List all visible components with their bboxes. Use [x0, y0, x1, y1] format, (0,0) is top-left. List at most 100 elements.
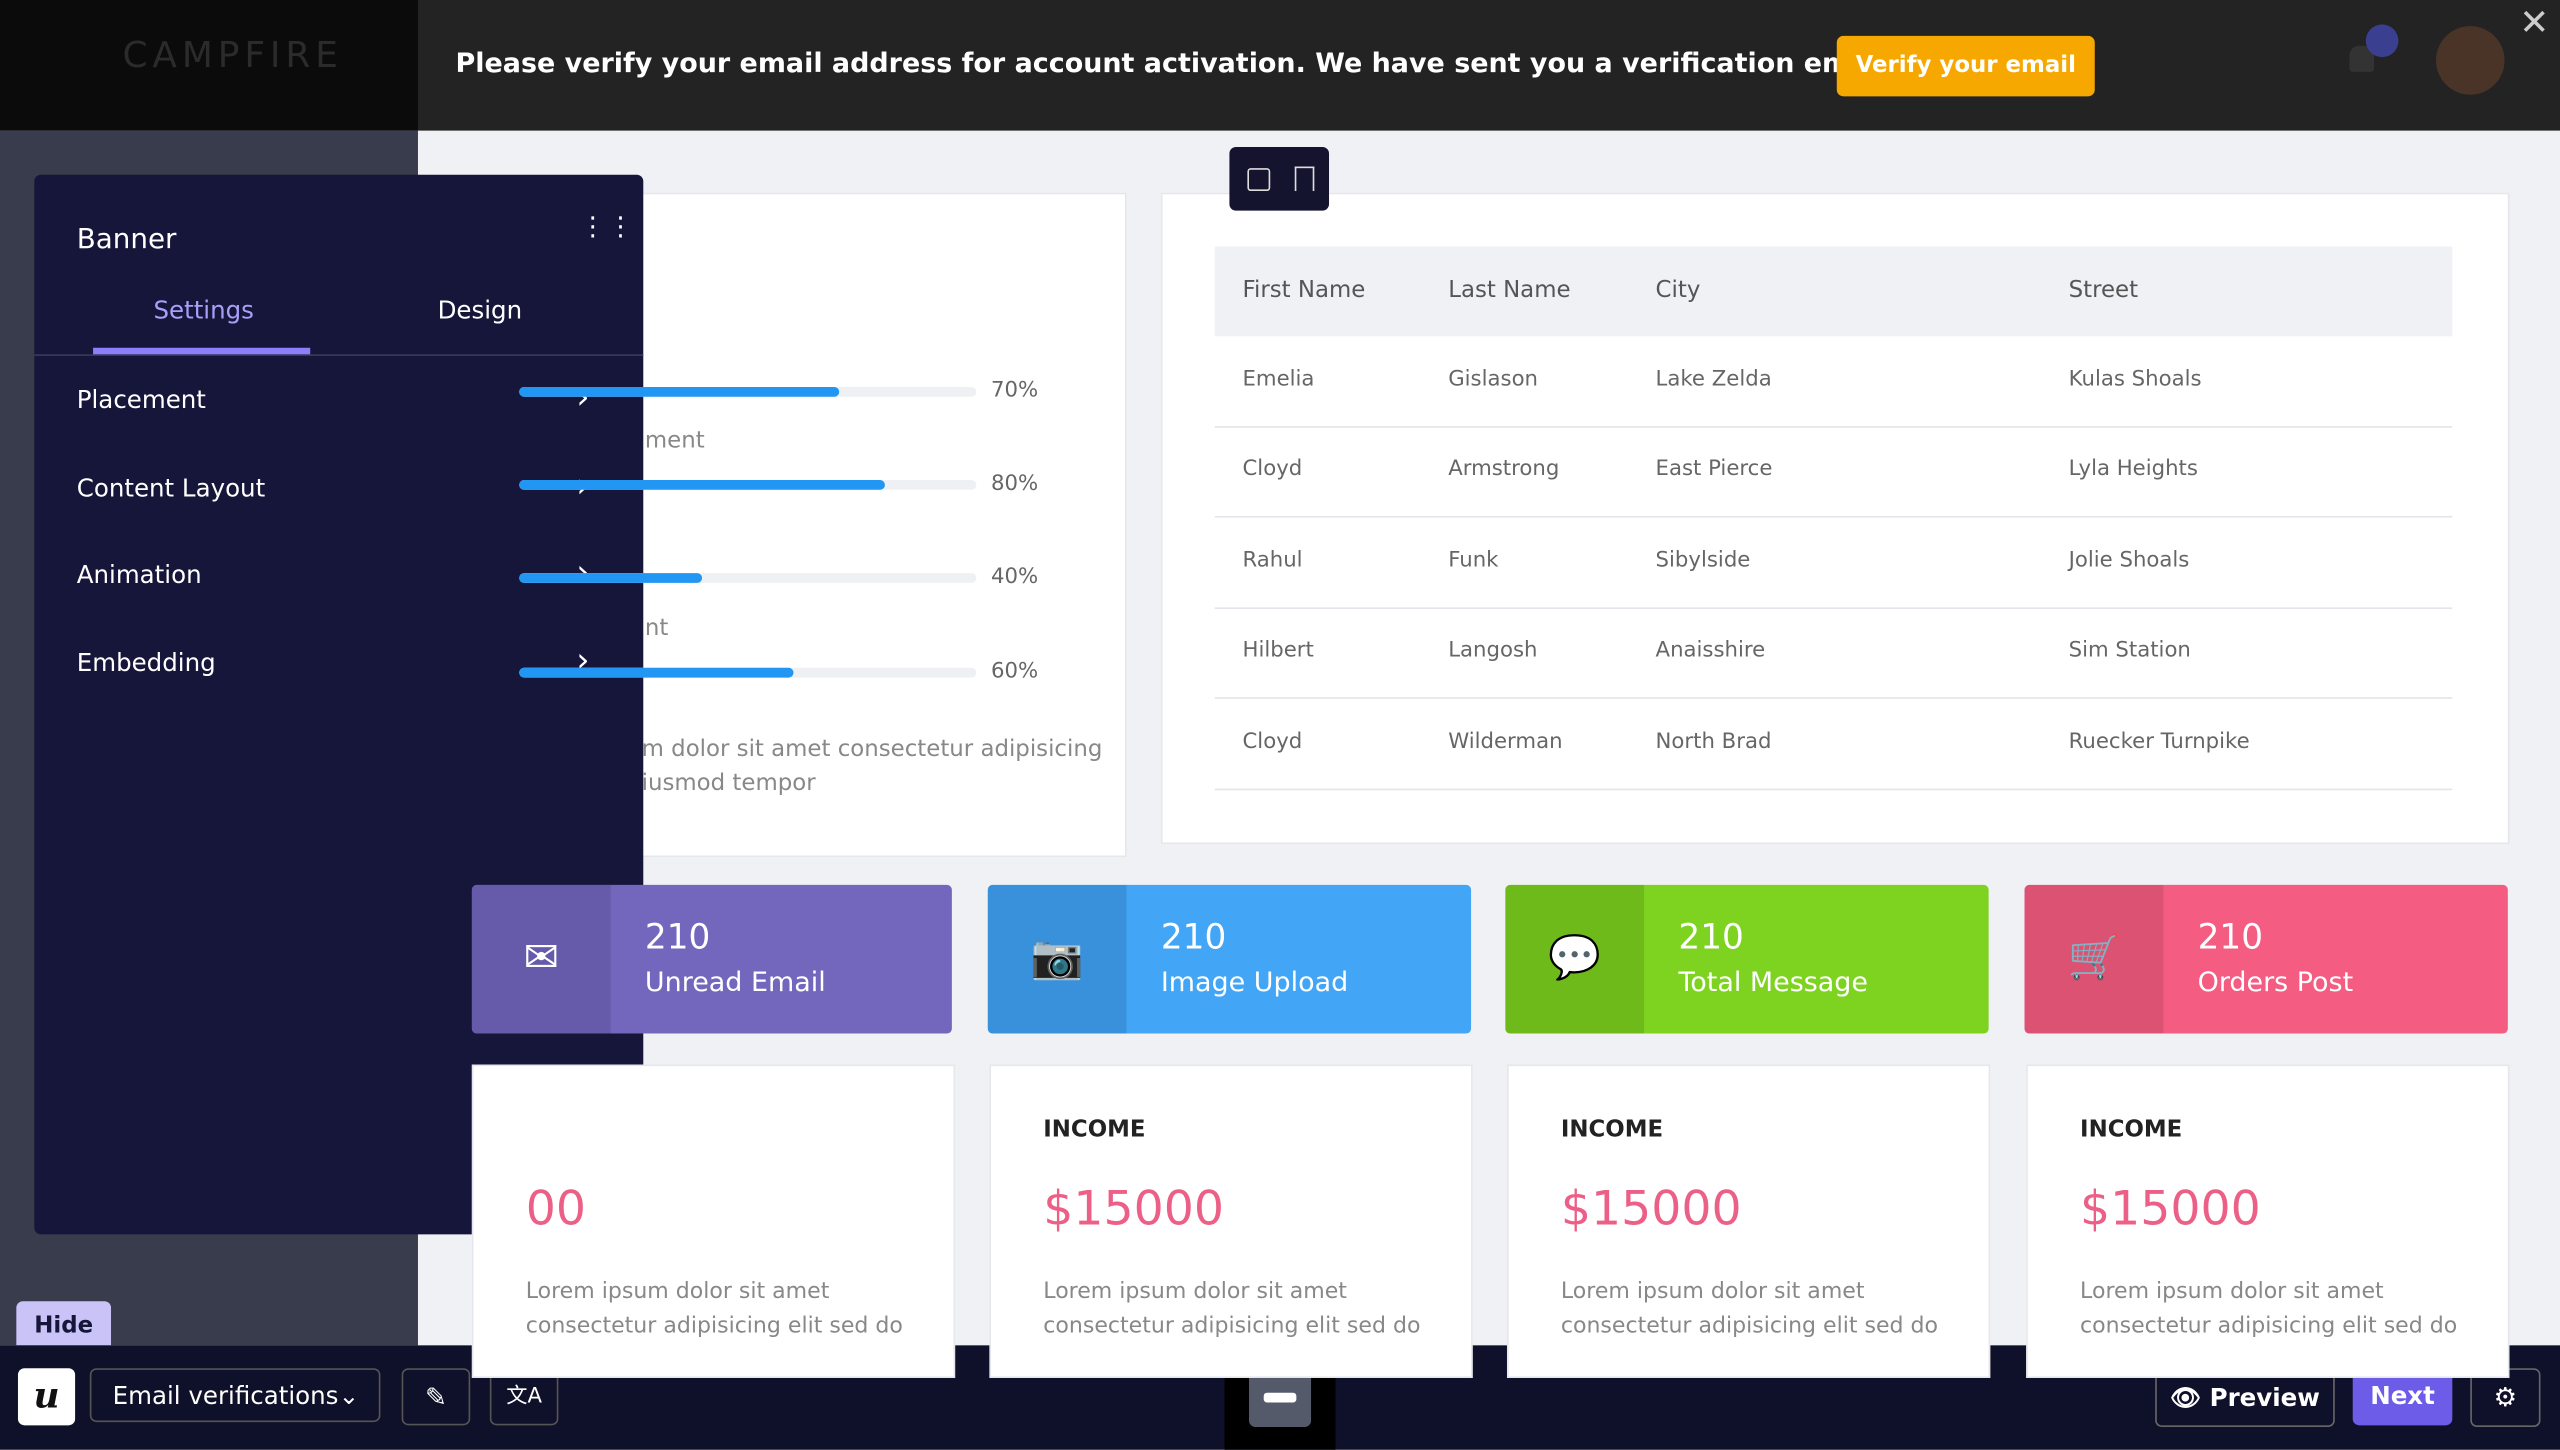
stat-label: Image Upload	[1160, 966, 1349, 998]
table-cell: Jolie Shoals	[2068, 548, 2190, 573]
column-header: First Name	[1242, 277, 1366, 304]
menu-item[interactable]: Animation	[76, 560, 202, 590]
row-divider	[1214, 516, 2453, 519]
income-text: consectetur adipisicing elit sed do	[525, 1312, 903, 1339]
menu-item[interactable]: Content Layout	[76, 472, 266, 503]
table-cell: Funk	[1448, 548, 1499, 573]
table-cell: Gislason	[1448, 367, 1539, 392]
row-divider	[1214, 607, 2453, 609]
table-cell: Wilderman	[1448, 729, 1563, 754]
table-cell: East Pierce	[1655, 457, 1773, 483]
divider	[34, 354, 644, 356]
tab[interactable]: Settings	[153, 295, 254, 325]
row-divider	[1214, 697, 2453, 700]
column-header: Last Name	[1448, 277, 1571, 304]
chevron[interactable]: ›	[576, 551, 590, 592]
income-text: Lorem ipsum dolor sit amet	[2080, 1278, 2384, 1305]
stat-value: 210	[2197, 917, 2264, 957]
income-title: INCOME	[1043, 1116, 1146, 1143]
stat-icon: 📷	[987, 884, 1127, 1034]
app-logo[interactable]: u	[17, 1368, 76, 1426]
stat-label: Orders Post	[2197, 966, 2354, 998]
table-cell: Sim Station	[2068, 638, 2191, 664]
hide-button[interactable]: Hide	[16, 1301, 112, 1346]
table-cell: Lyla Heights	[2068, 457, 2198, 483]
stat-label: Total Message	[1678, 966, 1868, 998]
table-cell: Emelia	[1242, 367, 1315, 392]
tab[interactable]: Design	[437, 295, 523, 325]
stat-icon: 🛒	[2024, 884, 2164, 1034]
income-card: 00 Lorem ipsum dolor sit amet consectetur …	[471, 1064, 956, 1378]
income-text: consectetur adipisicing elit sed do	[1560, 1312, 1939, 1339]
income-title: INCOME	[1560, 1116, 1664, 1143]
table-cell: Kulas Shoals	[2068, 367, 2202, 392]
income-text: consectetur adipisicing elit sed do	[1043, 1312, 1421, 1339]
table-header	[1214, 246, 2453, 337]
income-amount: $15000	[2080, 1180, 2261, 1236]
row-divider	[1214, 787, 2453, 790]
progress-label: 70%	[991, 378, 1039, 404]
table-cell: Lake Zelda	[1655, 367, 1772, 392]
logo-area	[0, 0, 418, 131]
income-text: Lorem ipsum dolor sit amet	[525, 1278, 830, 1305]
progress-label: 60%	[991, 659, 1039, 685]
progress-caption: nt	[644, 615, 669, 642]
table-cell: Cloyd	[1242, 457, 1303, 483]
table-cell: Ruecker Turnpike	[2068, 729, 2250, 754]
income-card: INCOME $15000 Lorem ipsum dolor sit amet co…	[2026, 1064, 2510, 1378]
income-card: INCOME $15000 Lorem ipsum dolor sit amet co…	[1506, 1064, 1991, 1378]
table-cell: Sibylside	[1655, 548, 1751, 573]
income-amount: $15000	[1560, 1180, 1742, 1236]
progress-bar	[519, 573, 703, 583]
income-card: INCOME $15000 Lorem ipsum dolor sit amet co…	[989, 1064, 1473, 1378]
preview-label: Preview	[2209, 1382, 2320, 1413]
avatar[interactable]	[2435, 26, 2505, 95]
stat-card: 💬 210 Total Message	[1505, 884, 1989, 1034]
table-cell: Hilbert	[1242, 638, 1314, 664]
panel-menu[interactable]: ⋮⋮⋮	[579, 210, 663, 242]
block-toolbar[interactable]	[1229, 146, 1330, 211]
stat-icon: ✉	[471, 884, 611, 1034]
column-header: City	[1655, 277, 1701, 304]
table-cell: Cloyd	[1242, 729, 1303, 754]
table-cell: Armstrong	[1448, 457, 1560, 483]
income-text: Lorem ipsum dolor sit amet	[1043, 1278, 1347, 1305]
stat-label: Unread Email	[644, 966, 826, 998]
column-header: Street	[2068, 277, 2139, 304]
panel-title: Banner	[76, 223, 177, 257]
row-divider	[1214, 426, 2453, 428]
verify-button[interactable]: Verify your email	[1836, 35, 2095, 97]
flow-dropdown[interactable]: Email verifications ⌄	[89, 1368, 381, 1423]
top-bar	[0, 0, 2560, 131]
table-cell: North Brad	[1655, 729, 1772, 754]
progress-label: 40%	[991, 564, 1039, 590]
menu-item[interactable]: Embedding	[76, 647, 216, 677]
copy-icon[interactable]	[1247, 168, 1271, 192]
edit-button[interactable]: ✎	[401, 1368, 471, 1426]
progress-bar	[519, 667, 794, 678]
income-amount: $15000	[1043, 1180, 1225, 1236]
progress-track	[519, 573, 977, 583]
dropdown-label: Email verifications	[112, 1381, 339, 1411]
close-button[interactable]: ✕	[2519, 3, 2550, 45]
table-cell: Langosh	[1448, 638, 1538, 664]
bookmark-icon[interactable]	[1294, 166, 1315, 192]
stat-card: ✉ 210 Unread Email	[471, 884, 952, 1034]
progress-text: iusmod tempor	[641, 770, 816, 797]
progress-text: m dolor sit amet consectetur adipisicing	[641, 736, 1103, 763]
table-cell: Rahul	[1242, 548, 1303, 573]
settings-panel: Banner ⋮⋮⋮ Settings Design Placement › Conte…	[34, 174, 661, 1235]
stat-card: 📷 210 Image Upload	[987, 884, 1472, 1034]
logo: CAMPFIRE	[122, 35, 343, 77]
stat-value: 210	[1160, 917, 1227, 957]
income-amount: 00	[525, 1180, 586, 1236]
menu-item[interactable]: Placement	[76, 385, 206, 415]
table-cell: Anaisshire	[1655, 638, 1766, 664]
stat-value: 210	[1678, 917, 1744, 957]
stat-icon: 💬	[1505, 884, 1645, 1034]
progress-bar	[519, 386, 840, 397]
progress-label: 80%	[991, 471, 1039, 497]
stat-value: 210	[644, 917, 711, 957]
